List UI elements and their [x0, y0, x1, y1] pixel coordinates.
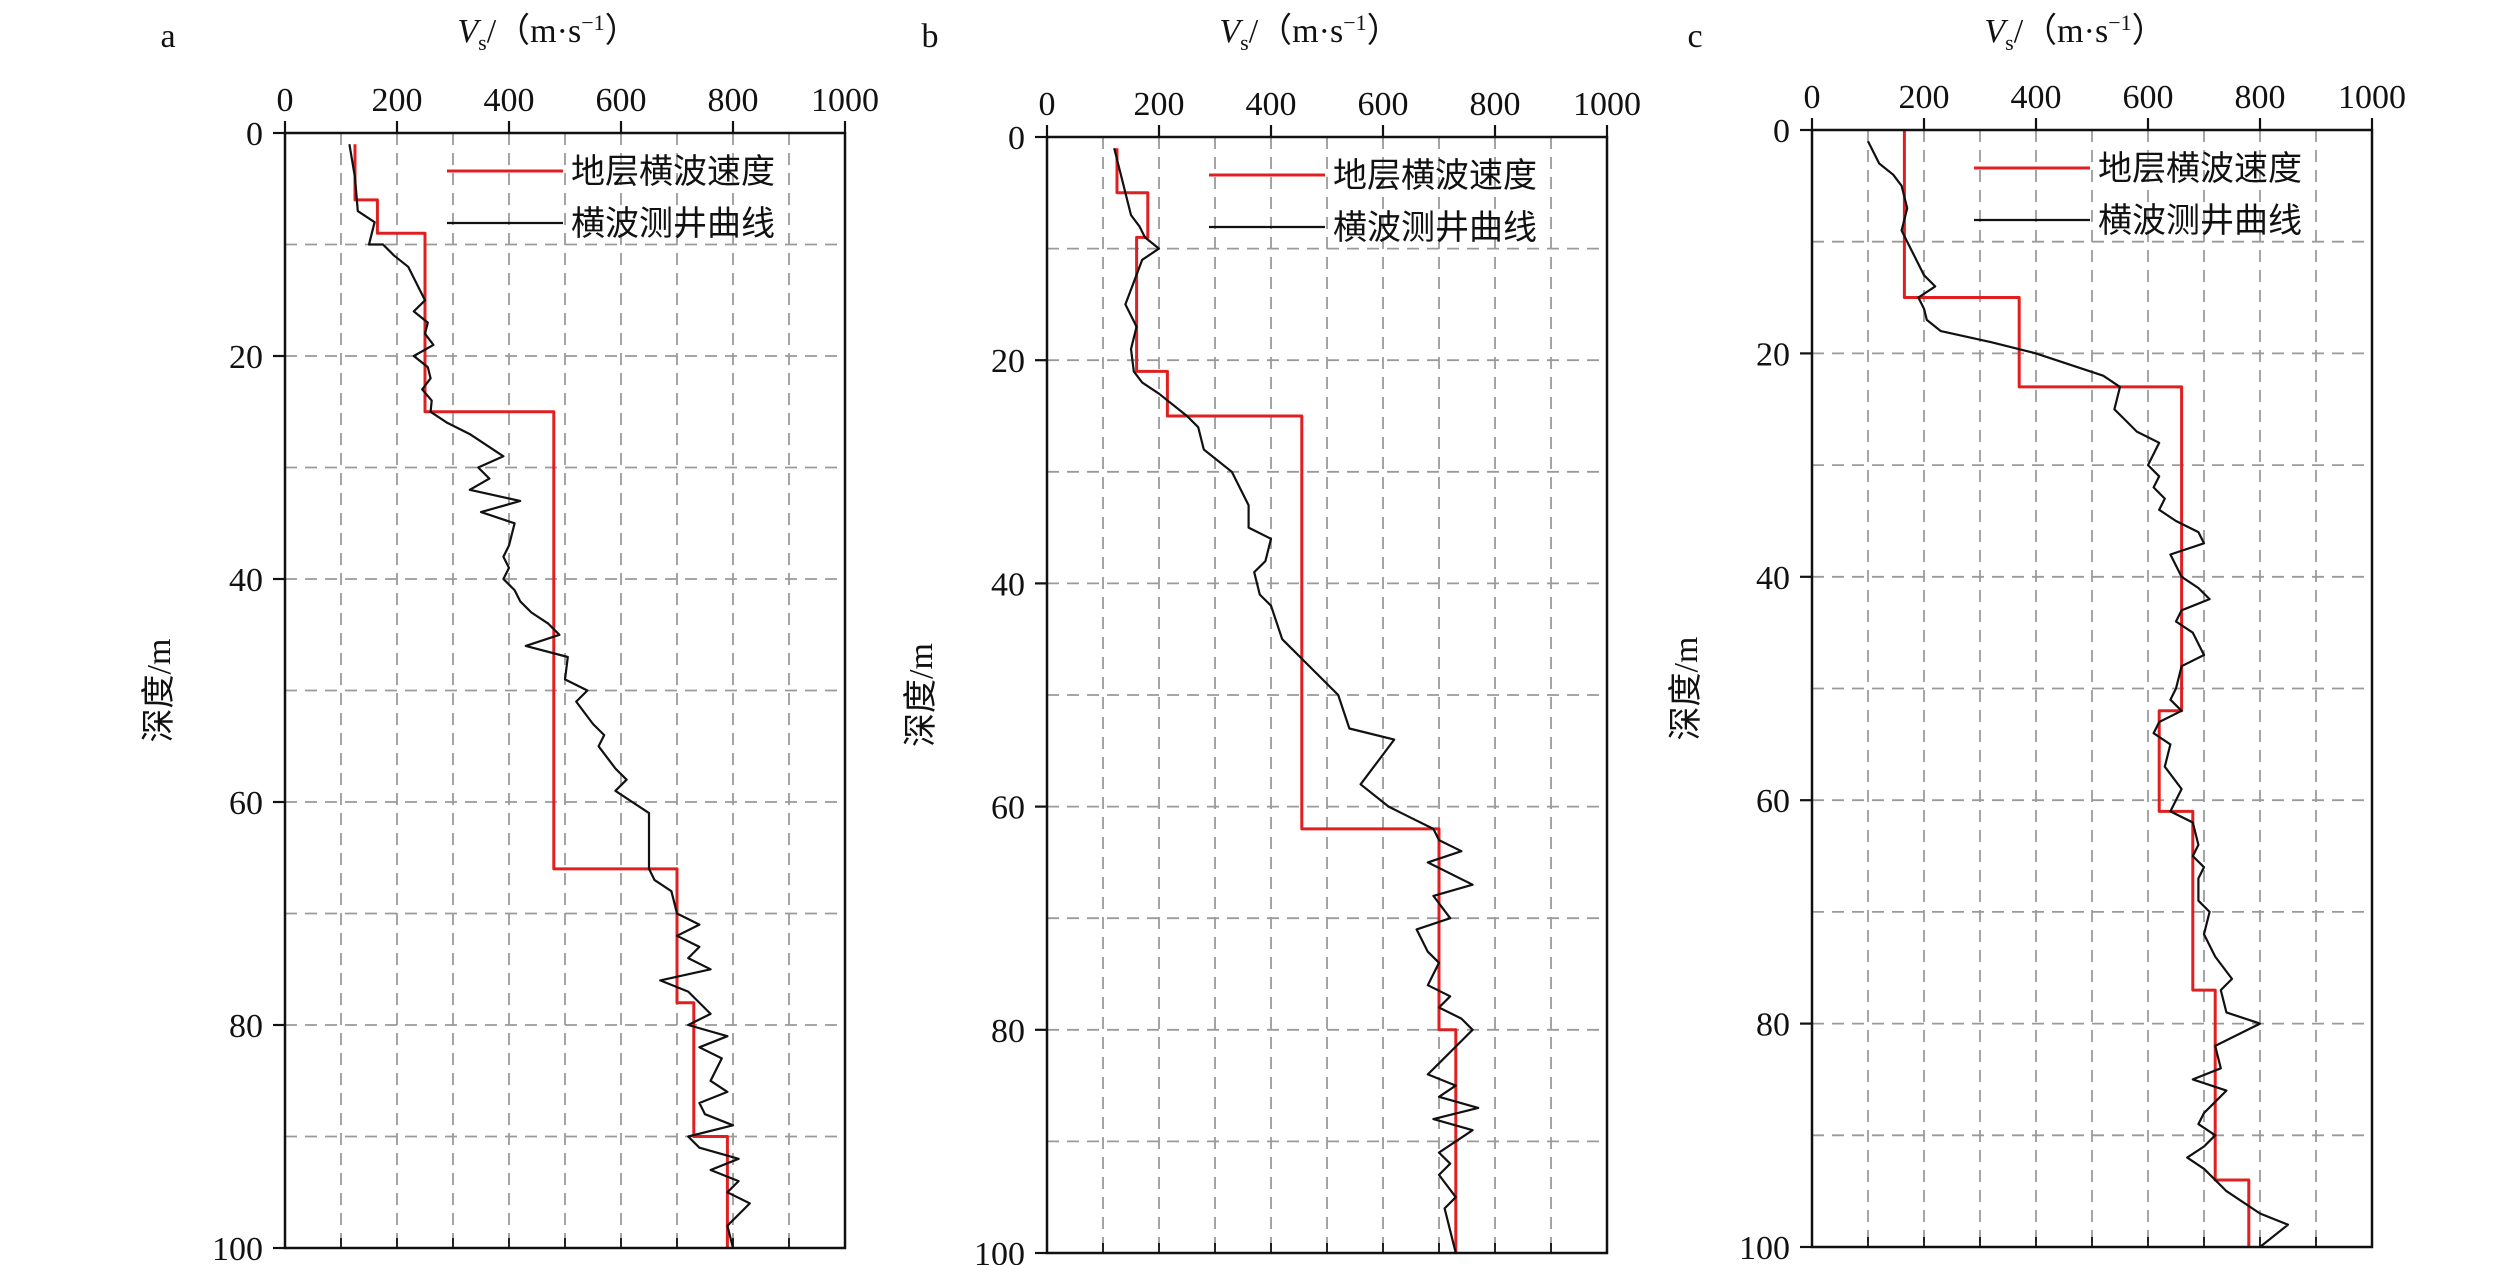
y-tick-label: 100 — [212, 1231, 263, 1265]
y-tick-label: 80 — [1756, 1007, 1790, 1044]
x-tick-label: 400 — [484, 82, 535, 119]
y-tick-label: 20 — [991, 343, 1025, 380]
y-tick-label: 80 — [991, 1013, 1025, 1050]
x-tick-label: 200 — [1134, 86, 1185, 123]
x-tick-label: 600 — [596, 82, 647, 119]
y-tick-label: 60 — [229, 785, 263, 822]
x-tick-label: 400 — [1246, 86, 1297, 123]
x-tick-label: 1000 — [1573, 86, 1641, 123]
x-tick-label: 1000 — [811, 82, 879, 119]
legend-label-layer: 地层横波速度 — [571, 153, 775, 191]
y-tick-label: 40 — [991, 566, 1025, 603]
legend-label-layer: 地层横波速度 — [2098, 150, 2302, 188]
series-layer-velocity — [353, 144, 729, 1248]
series-logging-curve — [348, 144, 751, 1249]
x-tick-label: 800 — [1470, 86, 1521, 123]
x-tick-label: 0 — [1039, 86, 1056, 123]
y-tick-label: 60 — [991, 790, 1025, 827]
x-tick-label: 800 — [708, 82, 759, 119]
x-tick-label: 0 — [1804, 79, 1821, 116]
legend-label-logging: 横波测井曲线 — [1333, 209, 1537, 247]
series-logging-curve — [1113, 147, 1480, 1254]
x-axis-title: Vs/（m·s−1） — [1984, 10, 2165, 55]
legend-label-logging: 横波测井曲线 — [2098, 202, 2302, 240]
y-tick-label: 100 — [974, 1236, 1025, 1265]
y-tick-label: 20 — [229, 339, 263, 376]
x-tick-label: 200 — [1899, 79, 1950, 116]
x-tick-label: 600 — [1358, 86, 1409, 123]
y-axis-title: 深度/m — [1667, 637, 1705, 741]
y-tick-label: 40 — [1756, 560, 1790, 597]
x-axis-title: Vs/（m·s−1） — [1219, 10, 1400, 55]
x-tick-label: 400 — [2011, 79, 2062, 116]
y-tick-label: 0 — [246, 116, 263, 153]
panel-label: b — [922, 18, 939, 55]
x-tick-label: 0 — [277, 82, 294, 119]
y-tick-label: 40 — [229, 562, 263, 599]
y-tick-label: 100 — [1739, 1230, 1790, 1265]
series-layer-velocity — [1115, 148, 1458, 1253]
x-axis-title: Vs/（m·s−1） — [457, 10, 638, 55]
legend-label-logging: 横波测井曲线 — [571, 205, 775, 243]
y-tick-label: 60 — [1756, 783, 1790, 820]
series-logging-curve — [1867, 140, 2290, 1248]
legend-label-layer: 地层横波速度 — [1333, 157, 1537, 195]
panel-c: 0 200 400 600 800 1000 0 20 40 60 80 100 c Vs/（m·s−1）… — [1667, 10, 2406, 1265]
x-tick-label: 200 — [372, 82, 423, 119]
y-tick-label: 20 — [1756, 336, 1790, 373]
panel-a: 0 200 400 600 800 1000 0 20 40 60 80 100 a Vs/（m·s−1）… — [140, 10, 879, 1265]
y-tick-label: 80 — [229, 1008, 263, 1045]
y-axis-title: 深度/m — [140, 639, 178, 743]
y-axis-title: 深度/m — [902, 643, 940, 747]
series-layer-velocity — [1902, 130, 2251, 1247]
panel-label: a — [160, 18, 175, 55]
panel-label: c — [1687, 18, 1702, 55]
x-tick-label: 1000 — [2338, 79, 2406, 116]
panel-b: 0 200 400 600 800 1000 0 20 40 60 80 100 b Vs/（m·s−1）… — [902, 10, 1641, 1265]
y-tick-label: 0 — [1773, 113, 1790, 150]
y-tick-label: 0 — [1008, 120, 1025, 157]
x-tick-label: 600 — [2123, 79, 2174, 116]
x-tick-label: 800 — [2235, 79, 2286, 116]
